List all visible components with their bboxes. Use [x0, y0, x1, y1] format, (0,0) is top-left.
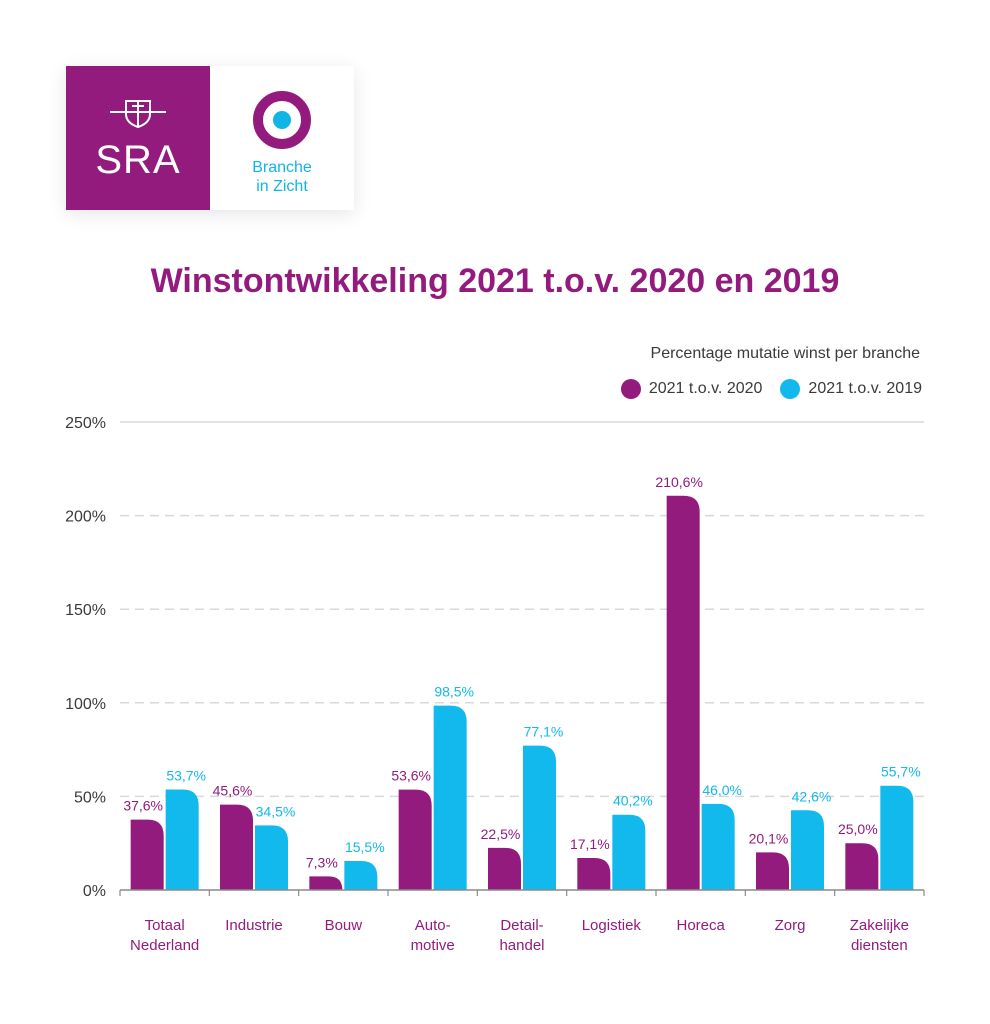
branche-in-zicht-text: Branche in Zicht: [210, 158, 354, 196]
sra-logo: SRA: [66, 66, 210, 210]
x-tick-label: handel: [499, 937, 544, 954]
bar-2021-vs-2020: [309, 876, 343, 890]
bar-2021-vs-2020: [488, 847, 521, 890]
x-tick-label: Logistiek: [582, 917, 642, 934]
legend: 2021 t.o.v. 2020 2021 t.o.v. 2019: [603, 379, 922, 399]
logo-line-2: in Zicht: [256, 178, 308, 195]
bar-2021-vs-2020: [130, 819, 164, 890]
data-label-2021-vs-2020: 20,1%: [749, 830, 789, 846]
data-label-2021-vs-2019: 34,5%: [256, 803, 296, 819]
logo-block: SRA Branche in Zicht: [66, 66, 354, 210]
logo-line-1: Branche: [252, 159, 312, 176]
data-label-2021-vs-2020: 45,6%: [213, 783, 253, 799]
x-tick-label: Horeca: [676, 917, 725, 934]
legend-dot-2020: [620, 379, 641, 399]
target-icon: [253, 91, 311, 149]
data-label-2021-vs-2019: 46,0%: [702, 782, 742, 798]
x-tick-label: Auto-: [415, 917, 451, 934]
data-label-2021-vs-2020: 7,3%: [306, 854, 338, 870]
x-tick-label: Zorg: [775, 917, 806, 934]
y-tick-label: 100%: [65, 696, 106, 713]
bar-2021-vs-2020: [666, 495, 700, 890]
y-tick-label: 200%: [65, 509, 106, 526]
bar-2021-vs-2020: [398, 789, 432, 890]
x-tick-label: Nederland: [130, 937, 199, 954]
bar-2021-vs-2019: [523, 745, 556, 890]
bar-2021-vs-2019: [433, 705, 467, 890]
y-tick-label: 0%: [83, 883, 106, 900]
legend-label-2020: 2021 t.o.v. 2020: [648, 380, 763, 397]
legend-item-2020: 2021 t.o.v. 2020: [620, 379, 763, 399]
y-tick-label: 250%: [65, 415, 106, 432]
chart-title: Winstontwikkeling 2021 t.o.v. 2020 en 20…: [150, 262, 840, 300]
bar-2021-vs-2019: [165, 789, 199, 890]
x-tick-label: diensten: [851, 937, 908, 954]
x-tick-label: Zakelijke: [850, 917, 909, 934]
data-label-2021-vs-2020: 37,6%: [123, 798, 163, 814]
bar-2021-vs-2019: [701, 803, 735, 890]
x-tick-label: Detail-: [500, 917, 543, 934]
sra-shield-icon: [110, 100, 166, 129]
data-label-2021-vs-2020: 22,5%: [481, 826, 521, 842]
data-label-2021-vs-2020: 53,6%: [391, 768, 431, 784]
data-label-2021-vs-2019: 77,1%: [524, 724, 564, 740]
legend-label-2019: 2021 t.o.v. 2019: [808, 380, 922, 397]
data-label-2021-vs-2020: 17,1%: [570, 836, 610, 852]
data-label-2021-vs-2019: 42,6%: [792, 788, 832, 804]
x-tick-label: Industrie: [225, 917, 283, 934]
legend-item-2019: 2021 t.o.v. 2019: [780, 379, 922, 399]
data-label-2021-vs-2019: 98,5%: [434, 684, 474, 700]
bar-2021-vs-2020: [220, 804, 253, 890]
bar-2021-vs-2019: [791, 810, 824, 890]
bar-2021-vs-2020: [845, 843, 879, 890]
y-tick-label: 50%: [74, 789, 106, 806]
bar-2021-vs-2019: [612, 814, 646, 890]
x-tick-label: Bouw: [325, 917, 363, 934]
data-label-2021-vs-2019: 15,5%: [345, 839, 385, 855]
data-label-2021-vs-2020: 25,0%: [838, 821, 878, 837]
branche-in-zicht-logo: Branche in Zicht: [210, 66, 354, 210]
y-tick-label: 150%: [65, 602, 106, 619]
data-label-2021-vs-2019: 55,7%: [881, 764, 921, 780]
bar-2021-vs-2020: [756, 852, 789, 890]
bar-2021-vs-2019: [344, 860, 378, 890]
data-label-2021-vs-2020: 210,6%: [655, 474, 702, 490]
bar-2021-vs-2019: [255, 825, 288, 890]
x-tick-label: Totaal: [145, 917, 185, 934]
bar-2021-vs-2020: [577, 857, 611, 890]
x-tick-label: motive: [411, 937, 455, 954]
sra-logo-text: SRA: [95, 138, 181, 182]
data-label-2021-vs-2019: 53,7%: [166, 767, 206, 783]
legend-title: Percentage mutatie winst per branche: [650, 345, 920, 362]
bar-2021-vs-2019: [880, 785, 914, 890]
legend-dot-2019: [780, 379, 801, 399]
data-label-2021-vs-2019: 40,2%: [613, 793, 653, 809]
